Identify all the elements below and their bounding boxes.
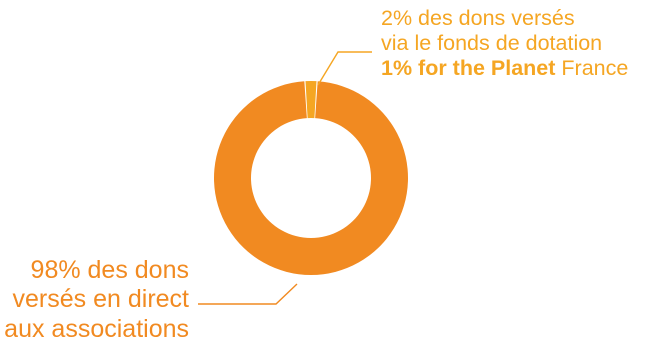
leader-line-small-slice xyxy=(317,51,372,86)
fund-name-tail: France xyxy=(555,56,629,81)
slice-label-direct-line-1: 98% des dons xyxy=(30,256,189,284)
leader-line-large-slice xyxy=(198,283,298,305)
slice-label-fund-line-1: 2% des dons versés xyxy=(381,6,575,30)
donut-slice-fund xyxy=(305,81,317,119)
slice-label-direct-line-3: aux associations xyxy=(4,314,189,343)
slice-label-fund: 2% des dons versés via le fonds de dotat… xyxy=(381,6,628,81)
slice-label-fund-line-2: via le fonds de dotation xyxy=(381,31,603,56)
slice-label-direct-line-2: versés en direct xyxy=(12,285,189,314)
slice-label-fund-line-3: 1% for the Planet France xyxy=(381,56,628,81)
donut-slices xyxy=(213,81,408,275)
slice-label-direct: 98% des dons versés en direct aux associ… xyxy=(4,256,189,344)
fund-name-bold: 1% for the Planet xyxy=(381,56,556,81)
donut-slice-direct xyxy=(213,81,408,275)
